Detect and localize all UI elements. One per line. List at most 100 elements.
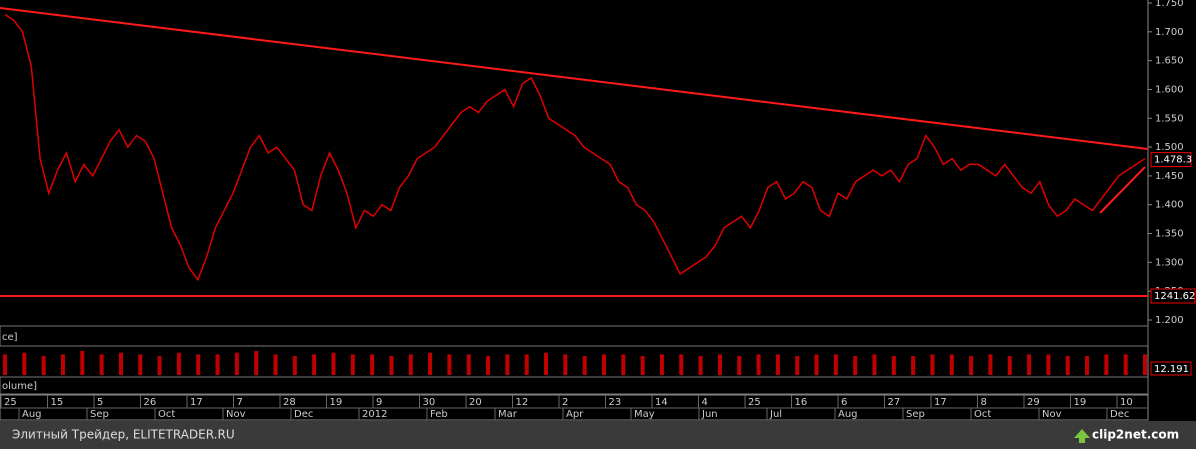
volume-bar [621, 354, 626, 375]
volume-bar [563, 354, 568, 375]
volume-bar [80, 351, 85, 375]
panel-label: ce] [2, 332, 18, 343]
volume-bar [1143, 354, 1147, 375]
month-label: Mar [498, 409, 518, 420]
day-label: 6 [841, 397, 847, 408]
label-box [1150, 288, 1196, 304]
month-label: Jun [701, 409, 718, 420]
month-label: Dec [294, 409, 313, 420]
volume-bar [698, 356, 703, 375]
volume-bar [717, 354, 722, 375]
volume-bar [234, 352, 239, 375]
volume-bar [331, 352, 336, 375]
y-tick-label: 1.500 [1155, 142, 1184, 153]
month-label: Dec [1110, 409, 1129, 420]
month-label: May [634, 409, 655, 420]
volume-bar [350, 354, 355, 375]
trend-line [0, 7, 1149, 150]
day-label: 17 [934, 397, 947, 408]
status-bar [0, 421, 1196, 449]
volume-bar [988, 354, 993, 375]
day-label: 25 [748, 397, 761, 408]
day-label: 19 [330, 397, 343, 408]
support-label: 1241.62 [1154, 291, 1195, 302]
volume-bar [582, 356, 587, 375]
y-tick-label: 1.350 [1155, 229, 1184, 240]
month-label: Feb [430, 409, 448, 420]
source: Элитный Трейдер, ELITETRADER.RU [12, 428, 235, 442]
last-price-label: 1.478.3 [1154, 155, 1192, 166]
volume-bar [3, 354, 7, 375]
volume-bar [466, 354, 471, 375]
volume-label: 12.191 [1154, 364, 1189, 375]
volume-bar [1065, 356, 1070, 375]
volume-bar [833, 354, 838, 375]
volume-bar [22, 352, 27, 375]
y-tick-label: 1.450 [1155, 171, 1184, 182]
volume-bar [447, 354, 452, 375]
volume-bar [679, 354, 684, 375]
month-label: Aug [838, 409, 858, 420]
volume-bar [659, 354, 664, 375]
volume-bar [196, 354, 201, 375]
y-tick-label: 1.200 [1155, 315, 1184, 326]
day-label: 12 [516, 397, 529, 408]
day-label: 27 [888, 397, 901, 408]
price-panel [0, 0, 1148, 324]
volume-bar [795, 356, 800, 375]
price-line [4, 13, 1146, 282]
volume-bar [428, 352, 433, 375]
y-tick-label: 1.750 [1155, 0, 1184, 9]
day-label: 10 [1120, 397, 1133, 408]
volume-bar [1123, 354, 1128, 375]
volume-bar [814, 354, 819, 375]
volume-bar [60, 354, 65, 375]
label-box [1150, 152, 1192, 168]
volume-bar [1085, 356, 1090, 375]
volume-bar [273, 354, 278, 375]
volume-bar [891, 356, 896, 375]
month-label: Oct [974, 409, 991, 420]
y-tick-label: 1.700 [1155, 27, 1184, 38]
volume-bar [524, 354, 529, 375]
day-label: 2 [562, 397, 568, 408]
month-label: Nov [1042, 409, 1062, 420]
volume-bar [408, 354, 413, 375]
volume-bar [292, 356, 297, 375]
panel-header [0, 325, 1149, 347]
day-label: 5 [97, 397, 103, 408]
month-label: Sep [906, 409, 925, 420]
volume-bar [1104, 354, 1109, 375]
y-tick-label: 1.400 [1155, 200, 1184, 211]
volume-bar [312, 354, 317, 375]
volume-bar [254, 351, 259, 375]
day-label: 4 [702, 397, 708, 408]
volume-bar [118, 352, 123, 375]
volume-bar [215, 354, 220, 375]
day-label: 25 [4, 397, 17, 408]
volume-bar [911, 356, 916, 375]
volume-bar [41, 356, 46, 375]
month-label: 2012 [362, 409, 387, 420]
volume-bar [756, 354, 761, 375]
day-label: 8 [981, 397, 987, 408]
volume-bar [872, 354, 877, 375]
day-label: 16 [795, 397, 808, 408]
volume-bar [389, 356, 394, 375]
volume-bar [1007, 356, 1012, 375]
day-label: 19 [1074, 397, 1087, 408]
month-label: Jul [769, 409, 782, 420]
volume-bar [601, 354, 606, 375]
volume-bar [775, 354, 780, 375]
day-label: 20 [469, 397, 482, 408]
logo[interactable]: clip2net.com [1092, 428, 1179, 442]
day-label: 29 [1027, 397, 1040, 408]
day-label: 9 [376, 397, 382, 408]
logo-icon [1074, 429, 1090, 443]
volume-bar [157, 356, 162, 375]
day-label: 26 [144, 397, 157, 408]
month-label: Nov [226, 409, 246, 420]
month-label: Oct [158, 409, 175, 420]
